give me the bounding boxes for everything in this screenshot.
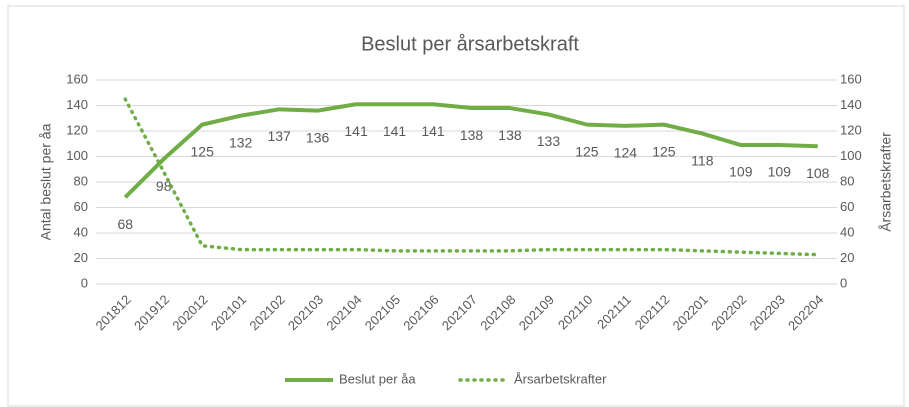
data-label: 132 bbox=[229, 134, 253, 150]
y2-tick-label: 100 bbox=[840, 148, 862, 163]
y-tick-label: 160 bbox=[66, 71, 88, 86]
y2-tick-label: 60 bbox=[840, 199, 854, 214]
data-label: 141 bbox=[344, 123, 368, 139]
y2-tick-label: 20 bbox=[840, 250, 854, 265]
data-label: 125 bbox=[652, 143, 676, 159]
y2-axis-title: Årsarbetskrafter bbox=[878, 132, 894, 232]
data-label: 138 bbox=[460, 127, 484, 143]
data-label: 141 bbox=[421, 123, 445, 139]
y-tick-label: 20 bbox=[74, 250, 88, 265]
data-label: 109 bbox=[729, 164, 753, 180]
legend-label: Årsarbetskrafter bbox=[514, 371, 607, 386]
data-label: 125 bbox=[575, 143, 599, 159]
y-tick-label: 60 bbox=[74, 199, 88, 214]
data-label: 68 bbox=[117, 216, 133, 232]
legend-label: Beslut per åa bbox=[339, 371, 416, 386]
data-label: 109 bbox=[768, 164, 792, 180]
data-label: 136 bbox=[306, 129, 330, 145]
chart-title: Beslut per årsarbetskraft bbox=[361, 33, 579, 55]
y2-tick-label: 40 bbox=[840, 224, 854, 239]
data-label: 137 bbox=[267, 128, 291, 144]
y2-tick-label: 80 bbox=[840, 173, 854, 188]
series-line bbox=[123, 97, 820, 257]
y2-tick-label: 140 bbox=[840, 97, 862, 112]
data-label: 108 bbox=[806, 165, 830, 181]
data-label: 133 bbox=[537, 133, 561, 149]
y-tick-label: 120 bbox=[66, 122, 88, 137]
y-axis-title: Antal beslut per åa bbox=[38, 123, 54, 240]
data-label: 125 bbox=[191, 143, 215, 159]
data-label: 124 bbox=[614, 145, 638, 161]
y-tick-label: 40 bbox=[74, 224, 88, 239]
y2-tick-label: 160 bbox=[840, 71, 862, 86]
y-tick-label: 100 bbox=[66, 148, 88, 163]
data-label: 118 bbox=[691, 152, 714, 168]
y2-tick-label: 120 bbox=[840, 122, 862, 137]
data-label: 141 bbox=[383, 123, 407, 139]
y2-tick-label: 0 bbox=[840, 275, 847, 290]
chart-frame bbox=[7, 5, 905, 407]
y-tick-label: 140 bbox=[66, 97, 88, 112]
y-tick-label: 0 bbox=[81, 275, 88, 290]
series-line bbox=[123, 102, 818, 199]
data-label: 138 bbox=[498, 127, 522, 143]
y-tick-label: 80 bbox=[74, 173, 88, 188]
